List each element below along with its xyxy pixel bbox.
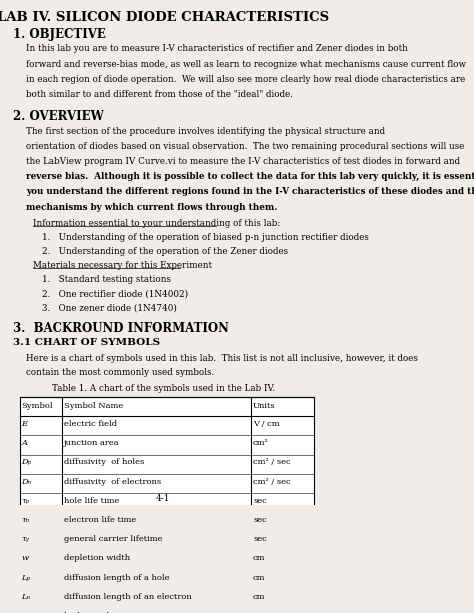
- Text: 1.   Understanding of the operation of biased p-n junction rectifier diodes: 1. Understanding of the operation of bia…: [43, 233, 369, 242]
- Text: mechanisms by which current flows through them.: mechanisms by which current flows throug…: [26, 202, 277, 211]
- FancyBboxPatch shape: [19, 397, 313, 613]
- Text: both similar to and different from those of the "ideal" diode.: both similar to and different from those…: [26, 90, 293, 99]
- Text: built in voltage: built in voltage: [64, 612, 128, 613]
- Text: τₚ: τₚ: [21, 497, 29, 505]
- Text: cm² / sec: cm² / sec: [253, 459, 291, 466]
- Text: Vₘᵢ: Vₘᵢ: [21, 612, 34, 613]
- Text: hole life time: hole life time: [64, 497, 119, 505]
- Text: Lₙ: Lₙ: [21, 593, 30, 601]
- Text: diffusion length of an electron: diffusion length of an electron: [64, 593, 191, 601]
- Text: 2.   Understanding of the operation of the Zener diodes: 2. Understanding of the operation of the…: [43, 247, 289, 256]
- Text: LAB IV. SILICON DIODE CHARACTERISTICS: LAB IV. SILICON DIODE CHARACTERISTICS: [0, 11, 329, 24]
- Text: Table 1. A chart of the symbols used in the Lab IV.: Table 1. A chart of the symbols used in …: [52, 384, 275, 394]
- Text: 4-1: 4-1: [156, 494, 171, 503]
- Text: 3.  BACKROUND INFORMATION: 3. BACKROUND INFORMATION: [13, 322, 229, 335]
- Text: 2.   One rectifier diode (1N4002): 2. One rectifier diode (1N4002): [43, 289, 189, 299]
- Text: V: V: [253, 612, 259, 613]
- Text: electric field: electric field: [64, 420, 117, 428]
- Text: diffusivity  of holes: diffusivity of holes: [64, 459, 144, 466]
- Text: cm: cm: [253, 574, 265, 582]
- Text: diffusion length of a hole: diffusion length of a hole: [64, 574, 169, 582]
- Text: 3.   One zener diode (1N4740): 3. One zener diode (1N4740): [43, 303, 177, 313]
- Text: 3.1 CHART OF SYMBOLS: 3.1 CHART OF SYMBOLS: [13, 338, 160, 348]
- Text: sec: sec: [253, 535, 267, 543]
- Text: the LabView program IV Curve.vi to measure the I-V characteristics of test diode: the LabView program IV Curve.vi to measu…: [26, 157, 460, 166]
- Text: contain the most commonly used symbols.: contain the most commonly used symbols.: [26, 368, 214, 377]
- Text: A: A: [21, 440, 27, 447]
- Text: Information essential to your understanding of this lab:: Information essential to your understand…: [33, 219, 280, 227]
- Text: In this lab you are to measure I-V characteristics of rectifier and Zener diodes: In this lab you are to measure I-V chara…: [26, 45, 408, 53]
- Text: junction area: junction area: [64, 440, 119, 447]
- Text: cm: cm: [253, 593, 265, 601]
- Text: Symbol: Symbol: [21, 402, 53, 410]
- Text: V / cm: V / cm: [253, 420, 280, 428]
- Text: electron life time: electron life time: [64, 516, 136, 524]
- Text: cm² / sec: cm² / sec: [253, 478, 291, 485]
- Text: E: E: [21, 420, 27, 428]
- Text: general carrier lifetime: general carrier lifetime: [64, 535, 162, 543]
- Text: reverse bias.  Although it is possible to collect the data for this lab very qui: reverse bias. Although it is possible to…: [26, 172, 474, 181]
- Text: orientation of diodes based on visual observation.  The two remaining procedural: orientation of diodes based on visual ob…: [26, 142, 465, 151]
- Text: 2. OVERVIEW: 2. OVERVIEW: [13, 110, 104, 123]
- Text: in each region of diode operation.  We will also see more clearly how real diode: in each region of diode operation. We wi…: [26, 75, 465, 84]
- Text: forward and reverse-bias mode, as well as learn to recognize what mechanisms cau: forward and reverse-bias mode, as well a…: [26, 59, 466, 69]
- Text: τᵧ: τᵧ: [21, 535, 29, 543]
- Text: Dₙ: Dₙ: [21, 478, 31, 485]
- Text: Lₚ: Lₚ: [21, 574, 30, 582]
- Text: Here is a chart of symbols used in this lab.  This list is not all inclusive, ho: Here is a chart of symbols used in this …: [26, 354, 418, 362]
- Text: diffusivity  of electrons: diffusivity of electrons: [64, 478, 161, 485]
- Text: sec: sec: [253, 497, 267, 505]
- Text: cm: cm: [253, 554, 265, 562]
- Text: 1. OBJECTIVE: 1. OBJECTIVE: [13, 28, 106, 41]
- Text: τₙ: τₙ: [21, 516, 29, 524]
- Text: depletion width: depletion width: [64, 554, 130, 562]
- Text: sec: sec: [253, 516, 267, 524]
- Text: you understand the different regions found in the I-V characteristics of these d: you understand the different regions fou…: [26, 188, 474, 196]
- Text: cm²: cm²: [253, 440, 269, 447]
- Text: Dₚ: Dₚ: [21, 459, 31, 466]
- Text: Materials necessary for this Experiment: Materials necessary for this Experiment: [33, 261, 212, 270]
- Text: Units: Units: [253, 402, 276, 410]
- Text: 1.   Standard testing stations: 1. Standard testing stations: [43, 275, 172, 284]
- Text: w: w: [21, 554, 28, 562]
- Text: Symbol Name: Symbol Name: [64, 402, 123, 410]
- Text: The first section of the procedure involves identifying the physical structure a: The first section of the procedure invol…: [26, 127, 385, 136]
